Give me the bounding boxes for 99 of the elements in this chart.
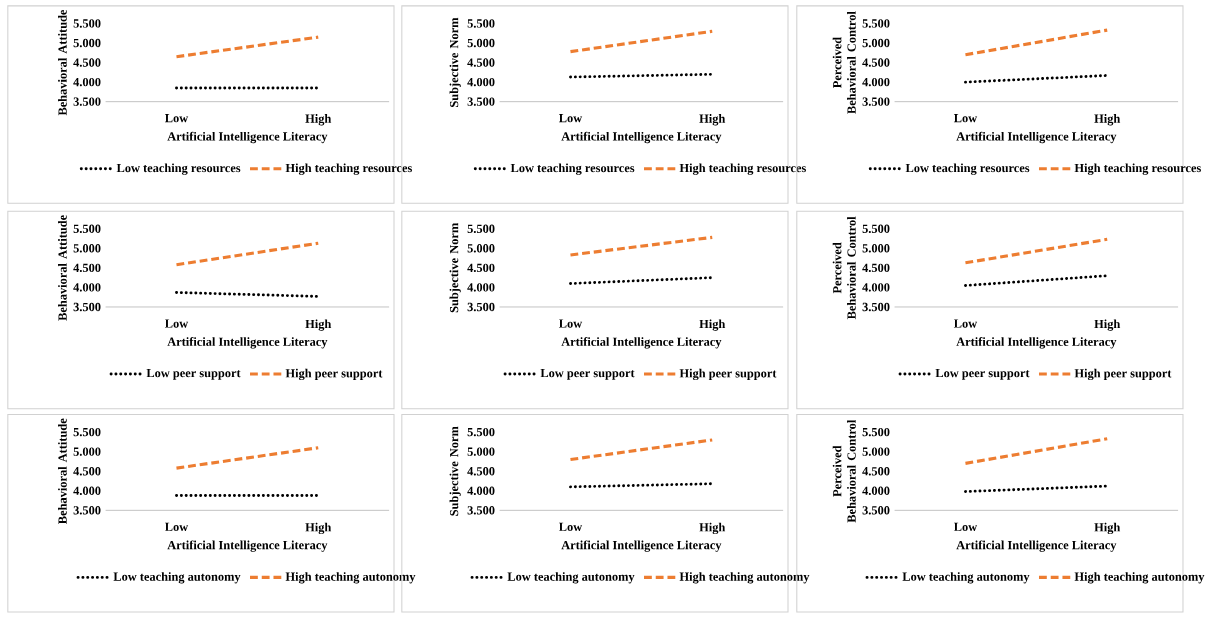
- x-tick-label: High: [1094, 114, 1121, 126]
- y-tick-label: 4.500: [862, 58, 890, 67]
- x-axis-title: Artificial Intelligence Literacy: [167, 131, 328, 144]
- x-tick-label: Low: [953, 319, 978, 328]
- y-tick-label: 5.000: [467, 244, 495, 253]
- y-tick-label: 4.500: [73, 263, 101, 273]
- x-axis-title: Artificial Intelligence Literacy: [956, 337, 1117, 349]
- x-tick-label: Low: [164, 114, 189, 123]
- legend-label: High teaching resources: [1074, 163, 1201, 175]
- y-tick-label: 5.500: [73, 19, 101, 28]
- x-axis-title: Artificial Intelligence Literacy: [956, 540, 1117, 552]
- legend-label: High teaching autonomy: [285, 572, 416, 584]
- y-axis-title: Subjective Norm: [449, 223, 461, 313]
- x-axis-title: Artificial Intelligence Literacy: [561, 337, 722, 349]
- y-tick-label: 3.500: [73, 506, 101, 515]
- y-tick-label: 4.000: [467, 486, 495, 496]
- x-tick-label: Low: [164, 319, 189, 328]
- y-tick-label: 3.500: [467, 97, 495, 106]
- y-tick-label: 4.500: [862, 467, 890, 476]
- legend-label: Low teaching resources: [510, 163, 635, 175]
- legend-label: High peer support: [1074, 368, 1172, 381]
- x-tick-label: High: [305, 522, 332, 535]
- legend-label: Low teaching resources: [905, 163, 1030, 175]
- y-tick-label: 5.500: [467, 427, 495, 437]
- y-tick-label: 5.000: [467, 447, 495, 456]
- y-tick-label: 5.500: [467, 224, 495, 234]
- x-tick-label: Low: [953, 114, 978, 123]
- y-tick-label: 3.500: [73, 97, 101, 106]
- x-tick-label: Low: [164, 522, 189, 532]
- y-tick-label: 3.500: [862, 97, 890, 106]
- x-tick-label: High: [699, 522, 726, 535]
- y-tick-label: 5.500: [862, 224, 890, 234]
- y-axis-title: Perceived Behavioral Control: [832, 216, 856, 320]
- y-axis-title: Subjective Norm: [449, 17, 461, 108]
- x-axis-title: Artificial Intelligence Literacy: [956, 131, 1117, 144]
- x-axis-title: Artificial Intelligence Literacy: [167, 337, 328, 349]
- legend-label: High teaching autonomy: [679, 572, 810, 584]
- y-tick-label: 4.000: [862, 283, 890, 292]
- y-tick-label: 3.500: [467, 506, 495, 515]
- y-tick-label: 4.500: [862, 263, 890, 273]
- x-tick-label: Low: [953, 522, 978, 532]
- y-tick-label: 4.500: [73, 58, 101, 67]
- legend-label: High peer support: [285, 368, 383, 381]
- x-tick-label: High: [305, 319, 332, 331]
- y-axis-title: Perceived Behavioral Control: [832, 420, 856, 523]
- y-tick-label: 5.500: [862, 427, 890, 437]
- x-tick-label: Low: [558, 522, 583, 532]
- y-tick-label: 5.500: [862, 19, 890, 28]
- y-tick-label: 3.500: [467, 302, 495, 312]
- y-tick-label: 4.500: [467, 467, 495, 476]
- y-axis-title: Perceived Behavioral Control: [832, 11, 856, 114]
- y-tick-label: 4.000: [862, 77, 890, 87]
- legend-label: Low teaching autonomy: [902, 572, 1030, 584]
- x-axis-title: Artificial Intelligence Literacy: [561, 540, 722, 552]
- legend-label: High peer support: [679, 368, 777, 381]
- y-tick-label: 4.000: [73, 283, 101, 292]
- x-axis-title: Artificial Intelligence Literacy: [167, 540, 328, 552]
- y-tick-label: 5.000: [73, 244, 101, 253]
- y-tick-label: 5.000: [467, 38, 495, 48]
- y-tick-label: 5.000: [73, 38, 101, 48]
- y-tick-label: 4.000: [73, 486, 101, 496]
- legend-label: Low teaching resources: [116, 163, 241, 175]
- x-tick-label: High: [699, 319, 726, 331]
- y-tick-label: 4.000: [467, 77, 495, 87]
- y-axis-title: Subjective Norm: [449, 426, 461, 516]
- x-tick-label: Low: [558, 319, 583, 328]
- y-tick-label: 5.000: [862, 244, 890, 253]
- y-tick-label: 3.500: [73, 302, 101, 312]
- y-axis-title: Behavioral Attitude: [58, 215, 67, 321]
- y-tick-label: 5.000: [862, 447, 890, 456]
- x-axis-title: Artificial Intelligence Literacy: [561, 131, 722, 144]
- y-axis-title: Behavioral Attitude: [58, 9, 67, 116]
- y-axis-title: Behavioral Attitude: [58, 418, 67, 525]
- x-tick-label: High: [699, 114, 726, 126]
- legend-label: Low teaching autonomy: [113, 572, 241, 584]
- y-tick-label: 4.500: [467, 58, 495, 67]
- y-tick-label: 4.000: [467, 283, 495, 292]
- y-tick-label: 4.500: [467, 263, 495, 273]
- x-tick-label: Low: [558, 114, 583, 123]
- y-tick-label: 3.500: [862, 506, 890, 515]
- legend-label: High teaching resources: [285, 163, 412, 175]
- y-tick-label: 5.000: [862, 38, 890, 48]
- y-tick-label: 5.000: [73, 447, 101, 456]
- y-tick-label: 4.000: [862, 486, 890, 496]
- y-tick-label: 3.500: [862, 302, 890, 312]
- y-tick-label: 5.500: [467, 19, 495, 28]
- legend-label: High teaching autonomy: [1074, 572, 1205, 584]
- y-tick-label: 4.500: [73, 467, 101, 476]
- x-tick-label: High: [1094, 522, 1121, 535]
- legend-label: High teaching resources: [679, 163, 806, 175]
- x-tick-label: High: [1094, 319, 1121, 331]
- y-tick-label: 4.000: [73, 77, 101, 87]
- legend-label: Low peer support: [540, 369, 635, 380]
- y-tick-label: 5.500: [73, 224, 101, 234]
- legend-label: Low peer support: [146, 369, 241, 380]
- x-tick-label: High: [305, 114, 332, 126]
- legend-label: Low peer support: [935, 369, 1030, 380]
- y-tick-label: 5.500: [73, 427, 101, 437]
- legend-label: Low teaching autonomy: [507, 572, 635, 584]
